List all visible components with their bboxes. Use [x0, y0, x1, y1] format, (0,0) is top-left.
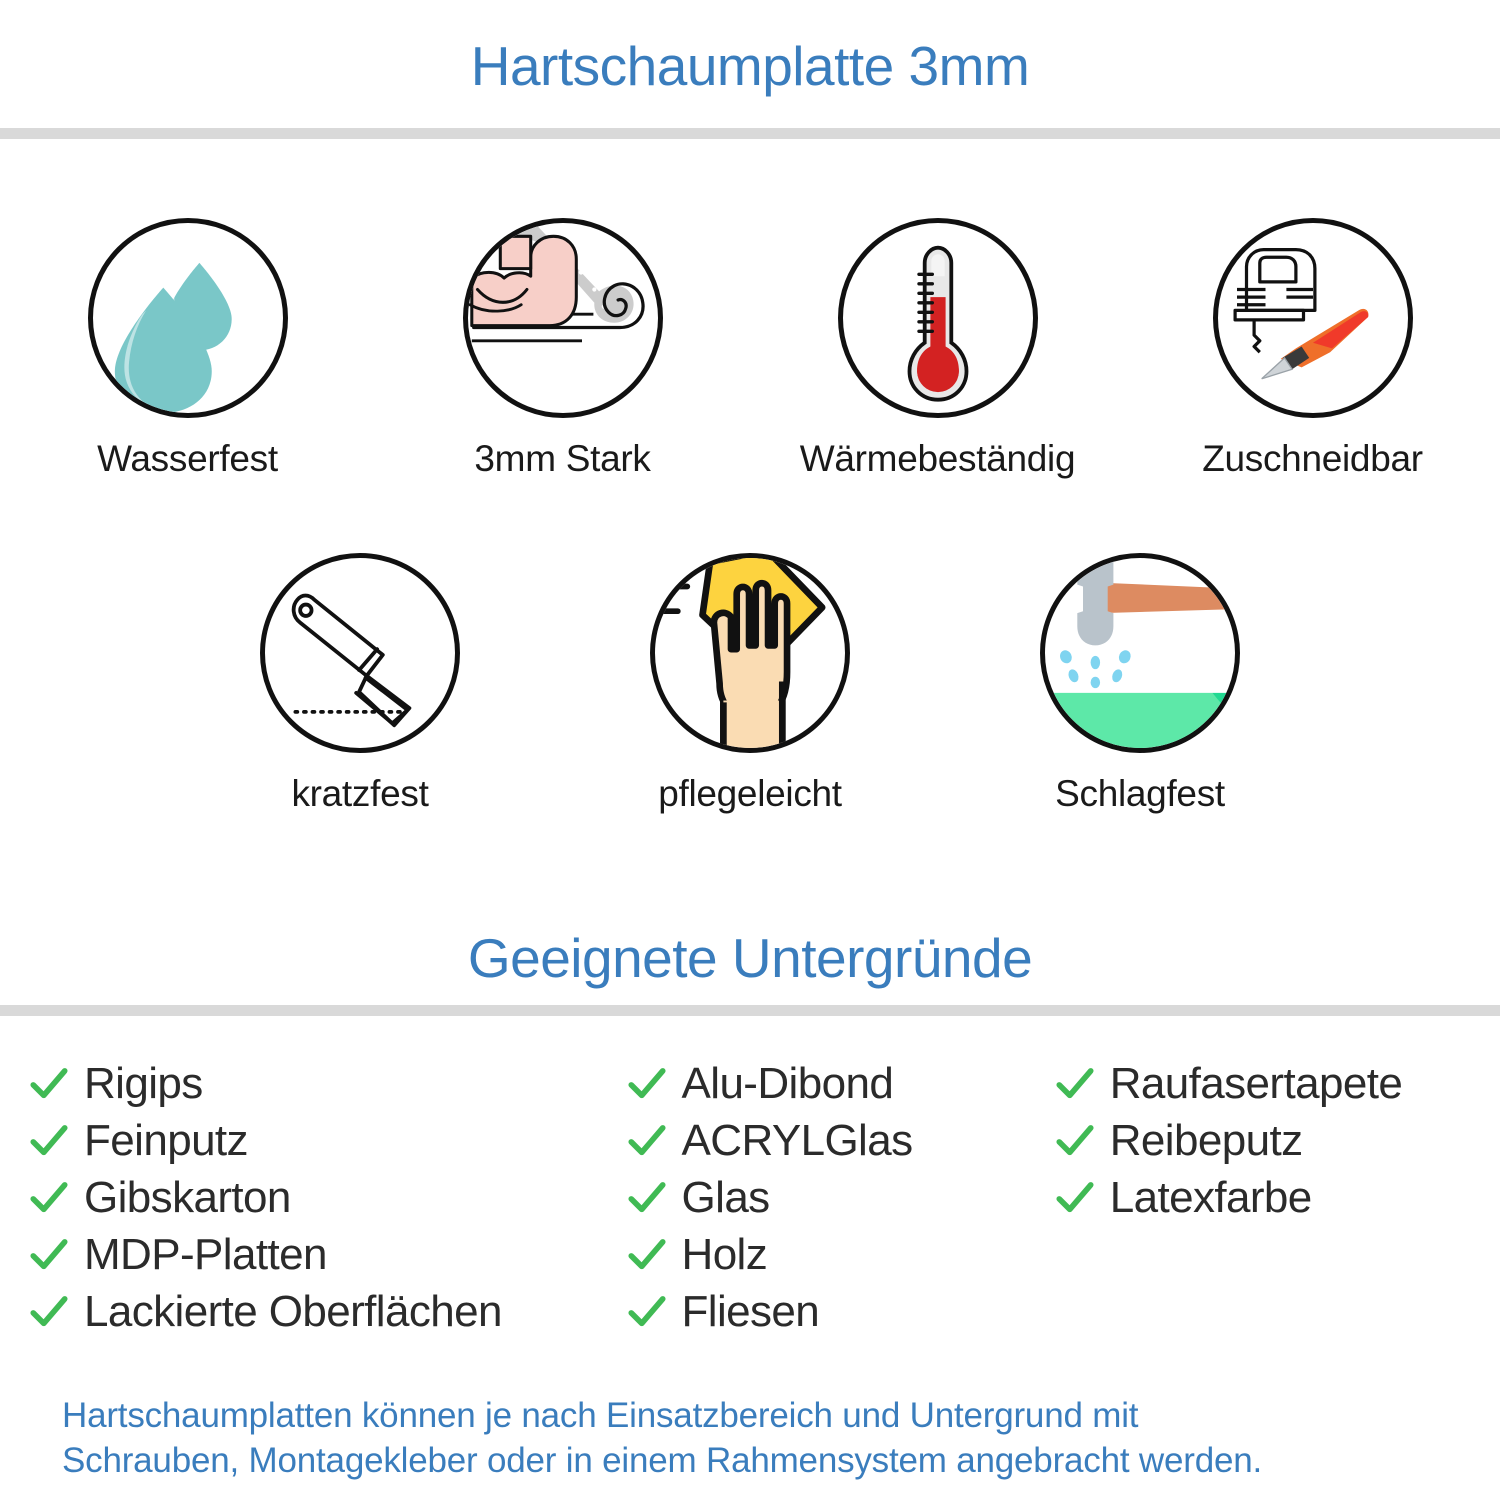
substrate-column-1: Rigips Feinputz Gibskarton MDP-Platten L… — [28, 1055, 626, 1340]
divider-top — [0, 128, 1500, 139]
list-item: MDP-Platten — [28, 1226, 626, 1283]
check-icon — [1056, 1181, 1094, 1212]
footer-note-line-1: Hartschaumplatten können je nach Einsatz… — [62, 1396, 1139, 1435]
list-item-label: Gibskarton — [84, 1172, 291, 1222]
list-item-label: Holz — [681, 1229, 768, 1279]
list-item: ACRYLGlas — [626, 1112, 1054, 1169]
feature-schlagfest: Schlagfest — [945, 553, 1335, 815]
feature-label: kratzfest — [291, 773, 429, 814]
substrate-column-2: Alu-Dibond ACRYLGlas Glas Holz Fliesen — [626, 1055, 1054, 1340]
divider-middle — [0, 1005, 1500, 1016]
feature-label: pflegeleicht — [658, 773, 842, 814]
check-icon — [1056, 1067, 1094, 1098]
thermometer-icon — [837, 218, 1038, 418]
feature-wasserfest: Wasserfest — [0, 218, 375, 480]
feature-label: Wärmebeständig — [799, 438, 1076, 479]
list-item: Lackierte Oberflächen — [28, 1283, 626, 1340]
check-icon — [30, 1238, 68, 1269]
feature-pflegeleicht: pflegeleicht — [555, 553, 945, 815]
flexing-arm-icon — [462, 218, 663, 418]
check-icon — [627, 1067, 666, 1098]
feature-zuschneidbar: Zuschneidbar — [1125, 218, 1500, 480]
list-item-label: Alu-Dibond — [681, 1058, 894, 1108]
list-item: Holz — [626, 1226, 1054, 1283]
check-icon — [30, 1295, 68, 1326]
list-item-label: MDP-Platten — [84, 1229, 327, 1279]
list-item: Raufasertapete — [1054, 1055, 1472, 1112]
list-item: Latexfarbe — [1054, 1169, 1472, 1226]
cutter-knife-icon — [260, 553, 460, 753]
list-item: Glas — [626, 1169, 1054, 1226]
hand-cloth-icon — [650, 553, 850, 753]
list-item-label: Reibeputz — [1109, 1115, 1303, 1165]
jigsaw-cutter-icon — [1212, 218, 1413, 418]
feature-label: 3mm Stark — [474, 438, 651, 479]
list-item-label: Fliesen — [681, 1286, 820, 1336]
list-item-label: Lackierte Oberflächen — [84, 1286, 502, 1336]
check-icon — [30, 1181, 68, 1212]
feature-label: Wasserfest — [97, 438, 278, 479]
feature-waermebestaendig: Wärmebeständig — [750, 218, 1125, 480]
list-item-label: Rigips — [84, 1058, 203, 1108]
footer-note-line-2: Schrauben, Montagekleber oder in einem R… — [62, 1441, 1263, 1480]
check-icon — [1056, 1124, 1094, 1155]
check-icon — [30, 1124, 68, 1155]
feature-kratzfest: kratzfest — [165, 553, 555, 815]
list-item: Gibskarton — [28, 1169, 626, 1226]
check-icon — [627, 1238, 666, 1269]
check-icon — [627, 1295, 666, 1326]
hammer-impact-icon — [1040, 553, 1240, 753]
list-item-label: Glas — [681, 1172, 771, 1222]
list-item: Feinputz — [28, 1112, 626, 1169]
footer-note: Hartschaumplatten können je nach Einsatz… — [62, 1393, 1462, 1483]
list-item-label: Feinputz — [84, 1115, 249, 1165]
substrates-heading: Geeignete Untergründe — [467, 927, 1033, 989]
feature-row-1: Wasserfest — [0, 218, 1500, 480]
substrate-column-3: Raufasertapete Reibeputz Latexfarbe — [1054, 1055, 1472, 1226]
feature-row-2: kratzfest — [0, 553, 1500, 815]
list-item: Rigips — [28, 1055, 626, 1112]
substrate-checklist: Rigips Feinputz Gibskarton MDP-Platten L… — [0, 1055, 1500, 1340]
list-item: Fliesen — [626, 1283, 1054, 1340]
list-item-label: ACRYLGlas — [681, 1115, 914, 1165]
list-item: Reibeputz — [1054, 1112, 1472, 1169]
check-icon — [627, 1181, 666, 1212]
list-item-label: Raufasertapete — [1109, 1058, 1403, 1108]
feature-3mm-stark: 3mm Stark — [375, 218, 750, 480]
check-icon — [627, 1124, 666, 1155]
feature-label: Zuschneidbar — [1202, 438, 1423, 479]
feature-label: Schlagfest — [1055, 773, 1225, 814]
page-title: Hartschaumplatte 3mm — [470, 35, 1030, 97]
list-item: Alu-Dibond — [626, 1055, 1054, 1112]
water-drops-icon — [87, 218, 288, 418]
check-icon — [30, 1067, 68, 1098]
list-item-label: Latexfarbe — [1109, 1172, 1313, 1222]
